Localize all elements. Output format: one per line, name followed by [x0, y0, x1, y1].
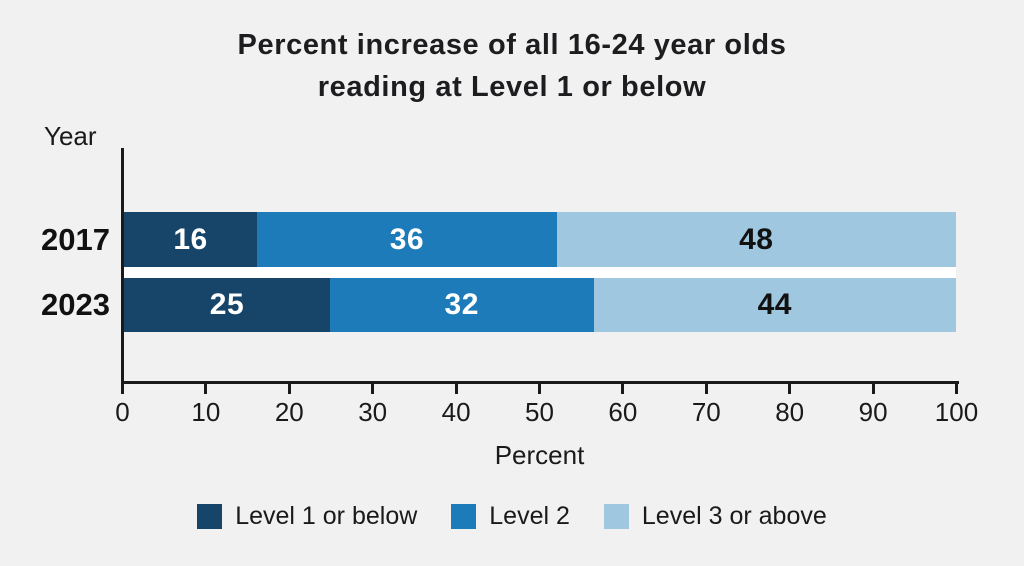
bar-value-label: 16 [173, 222, 208, 256]
x-axis-tick-label: 40 [441, 397, 471, 427]
legend-swatch [603, 504, 629, 529]
bar-segment: 16 [124, 212, 258, 267]
legend-item: Level 1 or below [197, 502, 417, 531]
legend-swatch [197, 504, 223, 529]
x-axis-tick-label: 90 [858, 397, 888, 427]
bar-segment: 48 [556, 212, 956, 267]
x-axis-tick-label: 10 [191, 397, 221, 427]
x-axis-tick-label: 30 [358, 397, 388, 427]
x-axis-tick-label: 60 [608, 397, 638, 427]
x-axis-line [121, 381, 959, 384]
category-label-2017: 2017 [41, 221, 110, 257]
category-label-2023: 2023 [41, 287, 110, 322]
legend-label: Level 3 or above [641, 502, 827, 530]
x-axis-tick-label: 100 [934, 397, 979, 427]
bar-value-label: 25 [209, 288, 245, 321]
bar-segment: 32 [329, 278, 594, 332]
chart-title-line1: Percent increase of all 16-24 year olds [237, 29, 787, 61]
x-axis-tick-label: 70 [691, 397, 721, 427]
bar-value-label: 36 [389, 222, 425, 256]
bar-row-2017: 16 36 48 [124, 212, 956, 267]
bar-segment: 25 [124, 278, 330, 332]
bar-segment: 36 [257, 212, 557, 267]
bars: 16 36 48 25 32 44 [124, 212, 956, 332]
x-axis-tick [871, 384, 875, 394]
bar-value-label: 48 [739, 222, 774, 256]
x-axis-tick-label: 20 [274, 397, 304, 427]
x-axis-tick [788, 384, 792, 394]
bar-row-2023: 25 32 44 [124, 278, 956, 332]
x-axis-tick [121, 384, 124, 394]
legend-swatch [451, 504, 477, 529]
x-axis-tick-label: 80 [775, 397, 805, 427]
y-axis-title: Year [44, 121, 97, 151]
x-axis-tick [538, 384, 541, 394]
x-axis-tick-label: 0 [115, 397, 130, 427]
x-axis-tick [955, 384, 958, 394]
x-axis-tick [621, 384, 625, 394]
y-axis-line [121, 148, 124, 384]
legend-item: Level 2 [451, 502, 570, 531]
x-axis-tick [371, 384, 375, 394]
x-axis-tick [454, 384, 458, 394]
chart-title-line2: reading at Level 1 or below [317, 71, 707, 103]
x-axis-tick [204, 384, 208, 394]
bar-value-label: 44 [757, 288, 792, 321]
x-axis-tick-label: 50 [525, 397, 554, 427]
bar-segment: 44 [593, 278, 956, 332]
legend: Level 1 or below Level 2 Level 3 or above [0, 502, 1024, 531]
x-axis-tick [704, 384, 708, 394]
legend-label: Level 1 or below [235, 502, 418, 530]
bar-gap [124, 267, 956, 278]
x-axis-title: Percent [494, 440, 585, 470]
x-axis-tick [287, 384, 291, 394]
legend-item: Level 3 or above [603, 502, 827, 531]
legend-label: Level 2 [489, 502, 570, 530]
bar-value-label: 32 [444, 288, 479, 321]
chart-title: Percent increase of all 16-24 year olds … [0, 24, 1024, 108]
